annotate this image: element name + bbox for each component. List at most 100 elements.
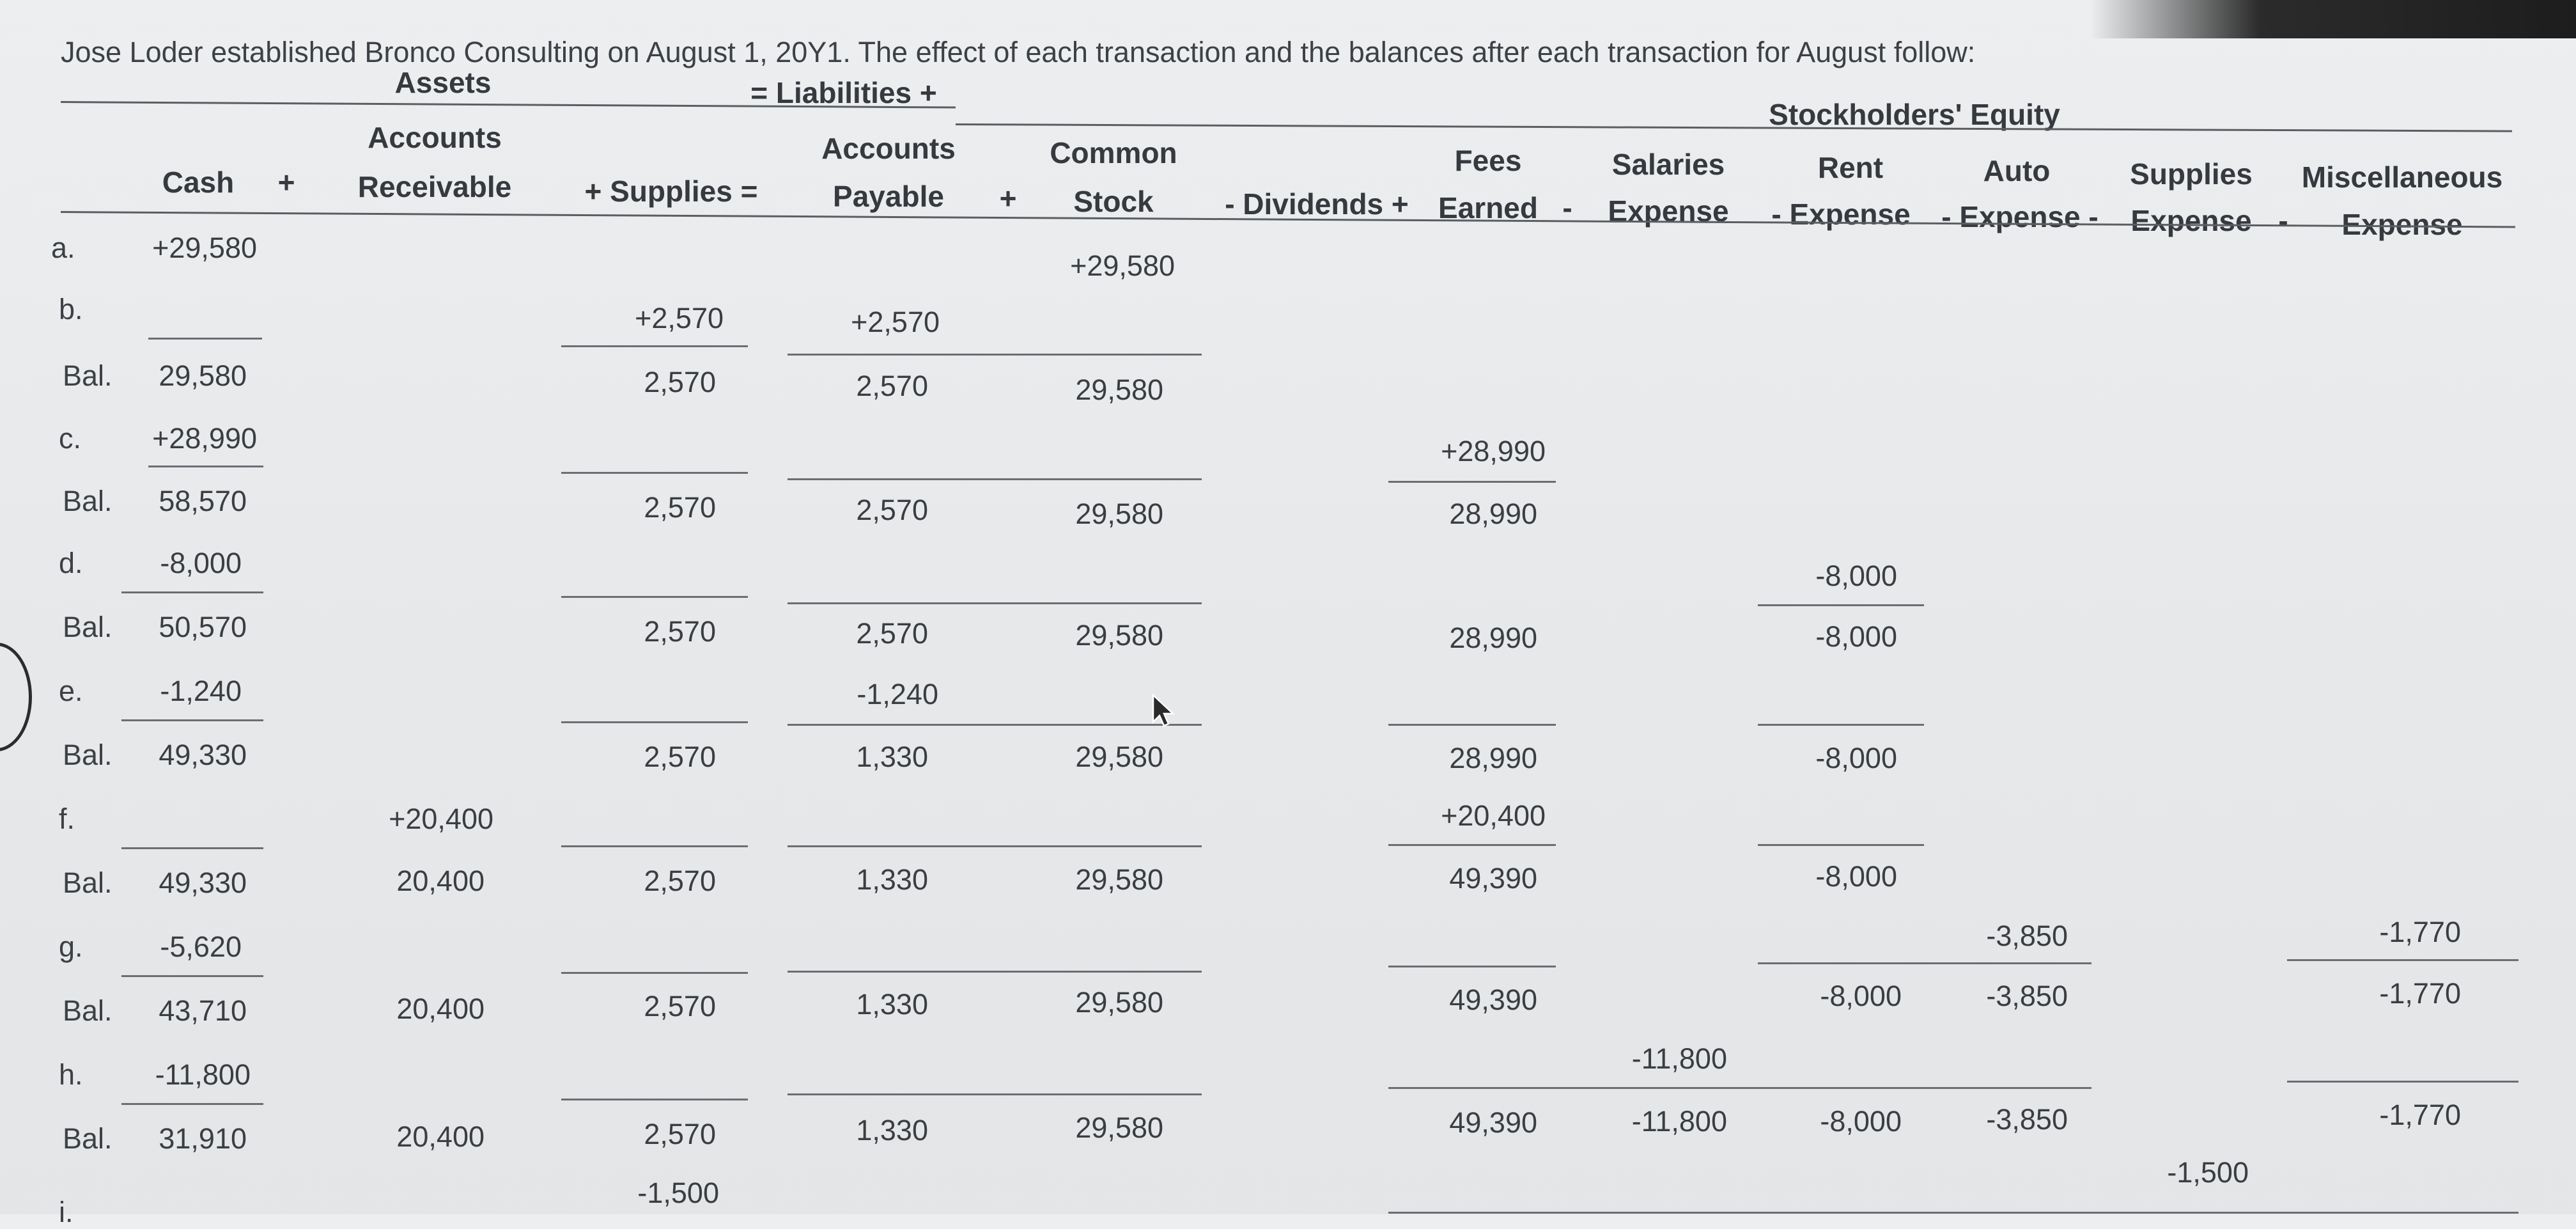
rent-expense-value: -8,000 [1815,742,1897,774]
column-salaries-line1: Salaries [1611,148,1725,181]
cash-value: +29,580 [152,231,257,264]
equity-underline [1388,1087,2091,1089]
cash-value: 50,570 [159,611,247,643]
plus-operator: + [277,166,295,199]
cash-value: -5,620 [160,930,242,963]
supplies-underline [561,845,748,847]
column-salaries-line2: Expense [1608,194,1729,228]
supplies-value: -1,500 [637,1177,719,1209]
column-supplies-expense-line1: Supplies [2130,157,2253,191]
accounts-payable-value: 1,330 [856,863,928,896]
rent-underline [1758,844,1924,846]
row-label: Bal. [63,611,113,643]
supplies-underline [561,472,748,474]
fees-underline [1388,724,1556,726]
accounts-payable-value: 2,570 [856,494,928,526]
rent-expense-value: -8,000 [1815,860,1897,893]
common-stock-value: 29,580 [1075,373,1163,406]
salaries-expense-value: -11,800 [1631,1042,1727,1075]
liabilities-underline [788,971,1202,973]
equity-underline [1388,1212,2518,1214]
fees-earned-value: +28,990 [1441,435,1546,467]
supplies-value: 2,570 [644,1118,716,1150]
row-label: f. [59,802,75,835]
row-label: Bal. [63,485,113,517]
supplies-underline [561,345,748,347]
column-supplies-expense-line2: Expense [2130,204,2252,237]
row-label: g. [59,930,83,963]
liabilities-underline [788,354,1202,356]
column-auto-line1: Auto [1983,154,2051,187]
supplies-underline [561,721,748,723]
row-label: i. [59,1196,74,1228]
rent-expense-value: -8,000 [1820,980,1902,1012]
accounts-payable-value: 1,330 [856,1114,928,1147]
fees-earned-value: 28,990 [1449,497,1537,530]
fees-earned-value: +20,400 [1441,799,1546,832]
row-label: d. [59,547,83,579]
row-label: Bal. [63,739,113,771]
cash-underline [121,975,263,977]
liabilities-underline [788,724,1202,726]
plus-operator: + [999,182,1017,215]
column-supplies: + Supplies = [584,175,758,208]
stockholders-equity-heading: Stockholders' Equity [1769,98,2060,131]
fees-earned-value: 49,390 [1449,983,1537,1016]
column-cs-line2: Stock [1073,185,1154,218]
cash-value: +28,990 [152,422,257,455]
row-label: Bal. [63,359,113,392]
column-ap-line1: Accounts [821,132,956,165]
supplies-value: 2,570 [644,366,716,398]
column-cs-line1: Common [1050,136,1177,169]
accounts-payable-value: 2,570 [856,617,928,650]
auto-expense-value: -3,850 [1986,920,2068,952]
dark-screen-edge [2090,0,2576,38]
common-stock-value: +29,580 [1070,249,1175,282]
common-stock-value: 29,580 [1075,986,1163,1019]
cash-value: 49,330 [159,739,247,771]
supplies-value: 2,570 [644,865,716,897]
cash-value: 58,570 [159,485,247,517]
cash-underline [148,466,263,467]
fees-earned-value: 49,390 [1449,1106,1537,1139]
row-label: c. [59,422,82,455]
column-ap-line2: Payable [833,180,944,213]
auto-expense-value: -3,850 [1986,980,2068,1012]
supplies-underline [561,972,748,974]
accounts-payable-value: -1,240 [857,678,938,710]
cash-underline [121,847,263,849]
accounts-payable-value: 1,330 [856,988,928,1021]
row-label: Bal. [63,1122,113,1155]
common-stock-value: 29,580 [1075,1111,1163,1144]
accounts-receivable-value: 20,400 [396,865,485,897]
rent-expense-value: -8,000 [1815,560,1897,592]
fees-underline [1388,481,1556,483]
cash-underline [121,1103,263,1105]
column-rent-line2: - Expense [1771,198,1911,231]
supplies-value: 2,570 [644,990,716,1022]
assets-heading: Assets [394,66,492,99]
liabilities-underline [788,845,1202,847]
column-cash: Cash [162,166,235,199]
supplies-underline [561,1099,748,1100]
cash-underline [121,719,263,721]
rent-expense-value: -8,000 [1820,1105,1902,1138]
supplies-value: 2,570 [644,491,716,524]
problem-statement: Jose Loder established Bronco Consulting… [61,36,1976,68]
auto-expense-value: -3,850 [1986,1103,2068,1136]
column-misc-line1: Miscellaneous [2301,160,2503,194]
misc-underline [2287,1081,2518,1083]
column-ar-line1: Accounts [368,121,502,154]
accounts-payable-value: 1,330 [856,740,928,773]
liabilities-heading: = Liabilities + [750,76,937,109]
column-ar-line2: Receivable [357,170,512,203]
rent-expense-value: -8,000 [1815,620,1897,653]
fees-underline [1388,966,1556,967]
liabilities-underline [788,1093,1202,1095]
column-rent-line1: Rent [1817,151,1884,184]
accounts-receivable-value: +20,400 [389,802,493,835]
minus-operator: - [1562,191,1572,224]
expense-underline [1758,962,2091,964]
salaries-expense-value: -11,800 [1631,1105,1727,1138]
fees-earned-value: 28,990 [1449,622,1537,654]
